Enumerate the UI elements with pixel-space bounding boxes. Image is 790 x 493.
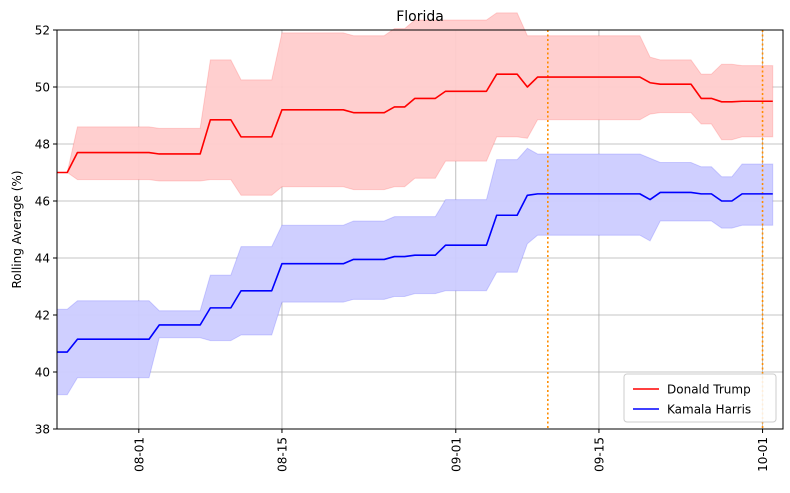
x-tick-label: 10-01 <box>756 437 770 472</box>
y-tick-label: 44 <box>35 252 50 266</box>
plot-frame <box>56 29 784 430</box>
legend-label: Kamala Harris <box>667 403 751 417</box>
x-tick-label: 09-15 <box>592 437 606 472</box>
y-tick-label: 38 <box>35 423 50 437</box>
legend-box <box>623 373 777 423</box>
y-tick-label: 46 <box>35 195 50 209</box>
y-tick-label: 40 <box>35 366 50 380</box>
series-line-trump <box>57 73 773 174</box>
x-tick-label: 09-01 <box>449 437 463 472</box>
legend: Donald Trump Kamala Harris <box>623 373 777 423</box>
confidence-band-harris <box>56 147 774 396</box>
legend-label: Donald Trump <box>667 383 751 397</box>
y-axis-label: Rolling Average (%) <box>10 170 24 288</box>
series-line-harris <box>57 191 773 353</box>
y-tick-label: 48 <box>35 138 50 152</box>
y-tick-label: 52 <box>35 24 50 38</box>
x-tick-label: 08-01 <box>132 437 146 472</box>
x-tick-label: 08-15 <box>275 437 289 472</box>
y-tick-label: 50 <box>35 81 50 95</box>
y-tick-label: 42 <box>35 309 50 323</box>
chart-title: Florida <box>396 9 444 25</box>
